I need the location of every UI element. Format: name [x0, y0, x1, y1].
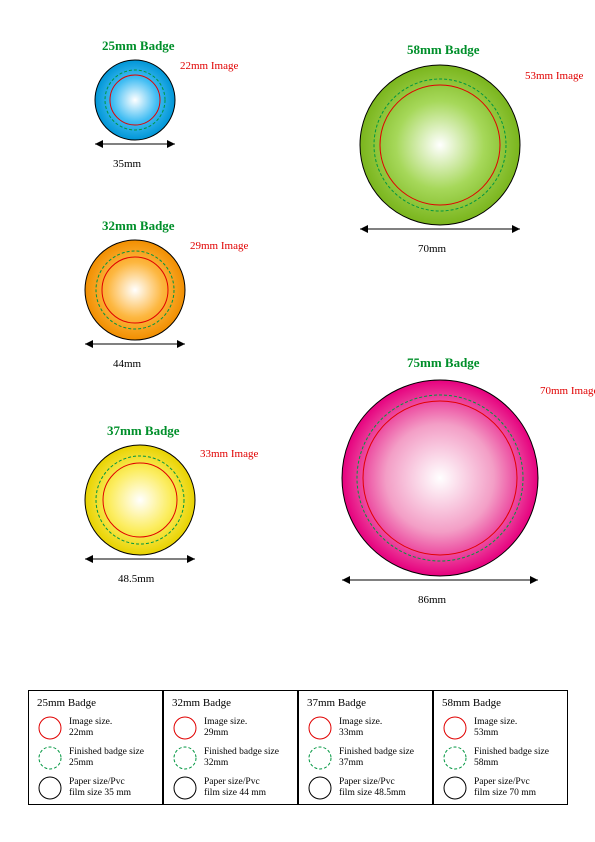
dim-arrow-left — [342, 576, 350, 584]
badge-title: 32mm Badge — [102, 218, 175, 234]
legend-image-size-text: Image size.29mm — [204, 717, 247, 739]
badge-paper-circle — [360, 65, 520, 225]
badge-title: 75mm Badge — [407, 355, 480, 371]
badge-title: 58mm Badge — [407, 42, 480, 58]
legend-paper-size: Paper size/Pvcfilm size 48.5mm — [305, 773, 426, 803]
legend-finished-size-icon — [442, 745, 468, 771]
dim-arrow-right — [512, 225, 520, 233]
badge-image-label: 22mm Image — [180, 60, 238, 72]
dim-arrow-right — [177, 340, 185, 348]
legend-image-size-icon — [307, 715, 333, 741]
legend-finished-size-text: Finished badge size58mm — [474, 747, 549, 769]
legend-image-size-text: Image size.22mm — [69, 717, 112, 739]
legend-cell: 25mm Badge Image size.22mm Finished badge … — [28, 690, 163, 805]
legend-paper-size-text: Paper size/Pvcfilm size 35 mm — [69, 777, 131, 799]
legend-image-size-icon — [172, 715, 198, 741]
legend-paper-size: Paper size/Pvcfilm size 35 mm — [35, 773, 156, 803]
dim-arrow-left — [360, 225, 368, 233]
legend-image-size: Image size.53mm — [440, 713, 561, 743]
legend-finished-size-icon — [307, 745, 333, 771]
badge-image-label: 53mm Image — [525, 70, 583, 82]
legend-paper-size-icon — [307, 775, 333, 801]
legend-finished-size: Finished badge size58mm — [440, 743, 561, 773]
badge-dim-label: 70mm — [418, 243, 446, 255]
badge-title: 37mm Badge — [107, 423, 180, 439]
dim-arrow-left — [95, 140, 103, 148]
legend-cell-title: 25mm Badge — [35, 697, 156, 709]
legend-cell: 32mm Badge Image size.29mm Finished badge … — [163, 690, 298, 805]
badge-paper-circle — [85, 240, 185, 340]
legend-image-size-text: Image size.53mm — [474, 717, 517, 739]
legend-finished-size: Finished badge size25mm — [35, 743, 156, 773]
legend-image-size: Image size.33mm — [305, 713, 426, 743]
dim-arrow-left — [85, 340, 93, 348]
legend-image-size-text: Image size.33mm — [339, 717, 382, 739]
legend-image-size: Image size.22mm — [35, 713, 156, 743]
dim-arrow-right — [187, 555, 195, 563]
badge-image-label: 33mm Image — [200, 448, 258, 460]
legend-finished-size: Finished badge size37mm — [305, 743, 426, 773]
badge-dim-label: 86mm — [418, 594, 446, 606]
legend-cell-title: 58mm Badge — [440, 697, 561, 709]
diagram-canvas: 25mm Badge 22mm Image 35mm 32mm Badge 29mm I… — [0, 0, 595, 842]
dim-arrow-right — [167, 140, 175, 148]
badge-image-label: 29mm Image — [190, 240, 248, 252]
legend-paper-size: Paper size/Pvcfilm size 70 mm — [440, 773, 561, 803]
legend-paper-size-text: Paper size/Pvcfilm size 44 mm — [204, 777, 266, 799]
legend-paper-size-icon — [37, 775, 63, 801]
badge-image-label: 70mm Image — [540, 385, 595, 397]
badge-title: 25mm Badge — [102, 38, 175, 54]
dim-arrow-left — [85, 555, 93, 563]
legend-paper-size: Paper size/Pvcfilm size 44 mm — [170, 773, 291, 803]
badge-paper-circle — [342, 380, 538, 576]
legend-finished-size-icon — [37, 745, 63, 771]
badges-svg — [0, 0, 595, 700]
legend-paper-size-text: Paper size/Pvcfilm size 48.5mm — [339, 777, 406, 799]
legend-finished-size-icon — [172, 745, 198, 771]
legend-cell-title: 32mm Badge — [170, 697, 291, 709]
legend-image-size-icon — [442, 715, 468, 741]
badge-dim-label: 44mm — [113, 358, 141, 370]
legend-cell: 58mm Badge Image size.53mm Finished badge … — [433, 690, 568, 805]
badge-paper-circle — [95, 60, 175, 140]
legend-finished-size-text: Finished badge size37mm — [339, 747, 414, 769]
legend-paper-size-icon — [442, 775, 468, 801]
legend-cell-title: 37mm Badge — [305, 697, 426, 709]
legend-cell: 37mm Badge Image size.33mm Finished badge … — [298, 690, 433, 805]
legend-image-size-icon — [37, 715, 63, 741]
legend-finished-size-text: Finished badge size25mm — [69, 747, 144, 769]
legend-finished-size-text: Finished badge size32mm — [204, 747, 279, 769]
legend-finished-size: Finished badge size32mm — [170, 743, 291, 773]
badge-paper-circle — [85, 445, 195, 555]
legend-paper-size-text: Paper size/Pvcfilm size 70 mm — [474, 777, 536, 799]
legend-image-size: Image size.29mm — [170, 713, 291, 743]
badge-dim-label: 35mm — [113, 158, 141, 170]
legend-paper-size-icon — [172, 775, 198, 801]
dim-arrow-right — [530, 576, 538, 584]
badge-dim-label: 48.5mm — [118, 573, 154, 585]
